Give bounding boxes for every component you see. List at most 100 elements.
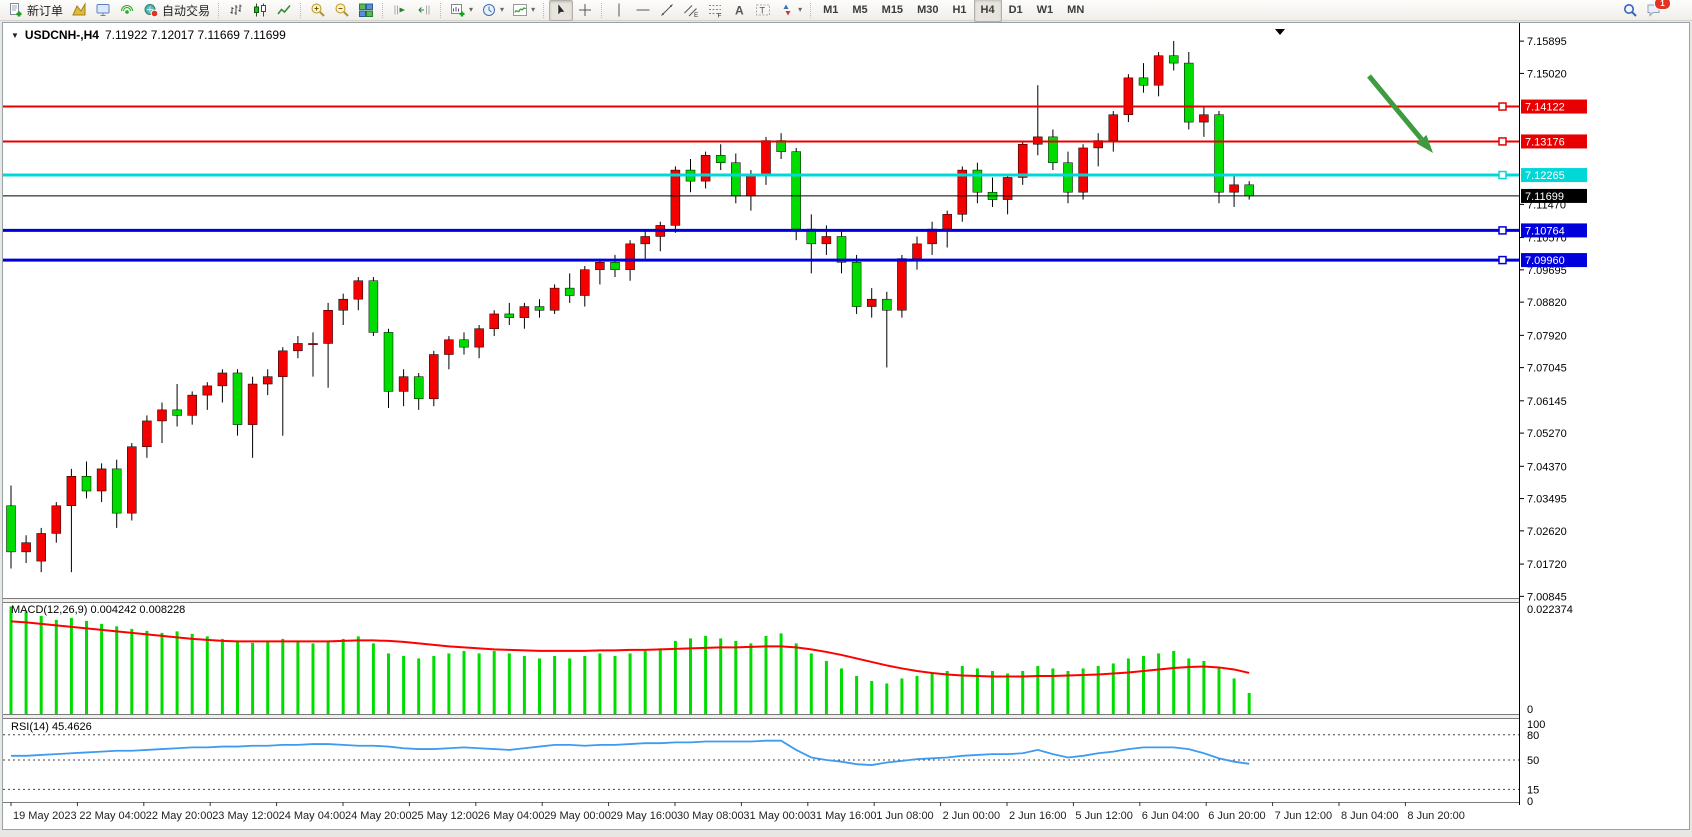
rsi-scale-label: 0 [1527, 796, 1533, 808]
candle-body [912, 243, 922, 259]
label-icon: T [756, 4, 771, 16]
candle-body [262, 376, 273, 385]
search-button[interactable] [1618, 0, 1642, 21]
hline-handle[interactable] [1498, 170, 1507, 180]
candle [1078, 144, 1088, 200]
hline-handle[interactable] [1498, 137, 1507, 146]
toolbar-separator [810, 2, 812, 18]
candles-layer [6, 40, 1254, 573]
timeframe-m1-button[interactable]: M1 [823, 4, 839, 16]
indicators-icon [513, 4, 528, 16]
auto-scroll-button[interactable] [388, 0, 412, 21]
timeframe-m15-button[interactable]: M15 [881, 4, 904, 16]
cursor-button[interactable] [549, 0, 574, 21]
fibonacci-button[interactable]: F [703, 0, 727, 21]
candle-body [459, 339, 469, 348]
candle [670, 166, 681, 233]
candle-body [580, 269, 590, 296]
periods-button[interactable]: ▾ [477, 0, 508, 21]
equidistant-channel-button[interactable]: E [679, 0, 703, 21]
price-tick-label: 7.15020 [1527, 68, 1567, 80]
candle [595, 258, 605, 285]
timeframe-w1-button[interactable]: W1 [1036, 4, 1054, 16]
notifications-button[interactable]: 1 [1642, 0, 1671, 21]
text-button[interactable]: A [727, 0, 751, 21]
chart-shift-button[interactable] [412, 0, 436, 21]
zoom-out-icon [335, 3, 349, 17]
zoom-out-button[interactable] [330, 0, 354, 21]
new-order-label: 新订单 [27, 3, 64, 18]
candle-body [474, 328, 484, 348]
candle-body [66, 476, 77, 507]
candle-body [534, 306, 545, 311]
time-axis[interactable]: 19 May 2023 22 May 04:00 22 May 20:00 23 Ma… [10, 802, 1465, 822]
timeframe-h1-button[interactable]: H1 [952, 4, 967, 16]
candle-body [489, 313, 499, 329]
candle-body [670, 169, 681, 226]
candle-body [761, 140, 771, 175]
crosshair-button[interactable] [573, 0, 597, 21]
charts-button[interactable] [67, 0, 91, 21]
candle-body [308, 343, 318, 345]
time-tick-label: 22 May 04:00 [79, 810, 146, 822]
time-tick-label: 6 Jun 04:00 [1142, 810, 1200, 822]
timeframe-m5-button[interactable]: M5 [852, 4, 868, 16]
hline-handle[interactable] [1498, 102, 1507, 111]
bar-chart-mode-button[interactable] [224, 0, 248, 21]
trend-arrow-annotation[interactable] [1367, 74, 1433, 153]
candle [51, 502, 62, 543]
hline-icon [636, 9, 650, 11]
candle [1168, 40, 1179, 71]
price-tick-label: 7.08820 [1527, 297, 1567, 309]
signals-button[interactable] [115, 0, 139, 21]
chart-menu-triangle[interactable]: ▼ [11, 30, 19, 40]
timeframe-d1-button[interactable]: D1 [1008, 4, 1023, 16]
pane-splitter[interactable] [3, 598, 1519, 602]
zoom-in-button[interactable] [306, 0, 330, 21]
text-label-button[interactable]: T [751, 0, 775, 21]
hline-handle[interactable] [1498, 255, 1507, 265]
price-tag-label: 7.12265 [1525, 170, 1565, 182]
candle-body [429, 354, 439, 400]
arrows-icon [783, 4, 791, 16]
trendline-button[interactable] [655, 0, 679, 21]
candle [413, 372, 424, 410]
chart-shift-marker[interactable] [1275, 29, 1285, 35]
candle [1214, 111, 1224, 204]
candle-body [504, 313, 515, 318]
candle [655, 221, 666, 252]
autotrade-label: 自动交易 [162, 3, 211, 18]
new-chart-button[interactable]: ▾ [446, 0, 477, 21]
arrow-shaft [1367, 74, 1424, 141]
vertical-line-button[interactable] [607, 0, 631, 21]
candle-body [731, 162, 741, 197]
candle-body [232, 372, 243, 425]
horizontal-line-button[interactable] [631, 0, 655, 21]
timeframe-h4-button[interactable]: H4 [973, 0, 1002, 22]
price-axis[interactable]: 7.158957.150207.114707.105707.096957.088… [1519, 36, 1567, 603]
indicators-button[interactable]: ▾ [508, 0, 539, 21]
chart-window[interactable]: ▼ USDCNH-,H4 7.11922 7.12017 7.11669 7.1… [2, 22, 1690, 830]
chart-area[interactable]: 0.022374010080501507.158957.150207.11470… [3, 23, 1689, 829]
candle-body [519, 306, 530, 318]
candle [882, 291, 892, 368]
tile-windows-button[interactable] [354, 0, 378, 21]
pane-splitter[interactable] [3, 714, 1519, 718]
search-icon [1624, 4, 1637, 17]
candle-body [851, 262, 862, 307]
candle-body [36, 533, 46, 562]
terminal-button[interactable] [91, 0, 115, 21]
line-chart-mode-button[interactable] [272, 0, 296, 21]
rsi-value: 45.4626 [51, 721, 92, 733]
timeframe-m30-button[interactable]: M30 [917, 4, 939, 16]
candle-chart-mode-button[interactable] [248, 0, 272, 21]
timeframe-mn-button[interactable]: MN [1067, 4, 1085, 16]
candle [534, 299, 545, 318]
hline-handle[interactable] [1498, 226, 1507, 235]
arrows-button[interactable]: ▾ [775, 0, 806, 21]
candle-body [1214, 114, 1224, 193]
candle-body [866, 298, 877, 307]
autotrade-button[interactable]: 自动交易 [139, 0, 214, 21]
new-order-button[interactable]: 新订单 [4, 0, 67, 21]
